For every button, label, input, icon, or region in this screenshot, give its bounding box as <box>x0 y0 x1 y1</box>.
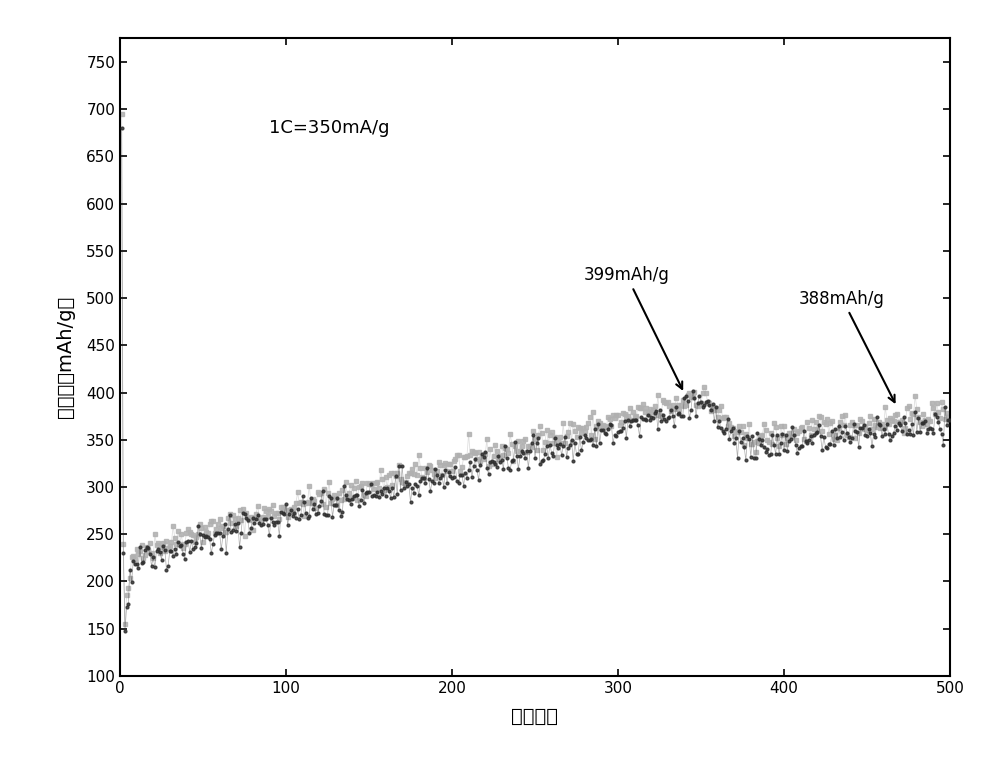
Y-axis label: 比容量（mAh/g）: 比容量（mAh/g） <box>56 296 75 419</box>
Text: 388mAh/g: 388mAh/g <box>799 290 895 402</box>
X-axis label: 循环次数: 循环次数 <box>512 707 558 726</box>
Text: 399mAh/g: 399mAh/g <box>583 266 682 389</box>
Text: 1C=350mA/g: 1C=350mA/g <box>269 119 390 137</box>
